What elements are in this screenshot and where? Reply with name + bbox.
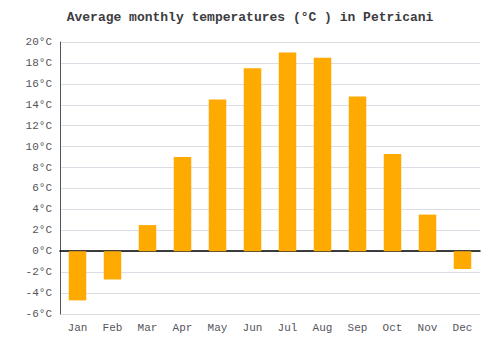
svg-text:-2°C: -2°C (26, 266, 53, 278)
svg-text:Average monthly temperatures (: Average monthly temperatures (°C ) in Pe… (67, 10, 434, 25)
svg-text:-6°C: -6°C (26, 308, 53, 320)
svg-text:8°C: 8°C (32, 162, 52, 174)
svg-text:Sep: Sep (348, 322, 368, 334)
svg-text:2°C: 2°C (32, 224, 52, 236)
svg-text:Feb: Feb (103, 322, 123, 334)
svg-text:Jan: Jan (68, 322, 88, 334)
svg-text:16°C: 16°C (26, 78, 53, 90)
svg-text:4°C: 4°C (32, 203, 52, 215)
svg-text:12°C: 12°C (26, 120, 53, 132)
svg-text:10°C: 10°C (26, 141, 53, 153)
svg-text:6°C: 6°C (32, 182, 52, 194)
svg-text:18°C: 18°C (26, 57, 53, 69)
svg-text:Aug: Aug (313, 322, 333, 334)
svg-text:Dec: Dec (453, 322, 473, 334)
svg-text:20°C: 20°C (26, 36, 53, 48)
svg-text:Apr: Apr (173, 322, 193, 334)
svg-text:Jul: Jul (278, 322, 298, 334)
svg-text:-4°C: -4°C (26, 287, 53, 299)
svg-text:0°C: 0°C (32, 245, 52, 257)
svg-text:Jun: Jun (243, 322, 263, 334)
svg-text:Nov: Nov (418, 322, 438, 334)
svg-text:Oct: Oct (383, 322, 403, 334)
svg-text:14°C: 14°C (26, 99, 53, 111)
svg-text:May: May (208, 322, 228, 334)
svg-text:Mar: Mar (138, 322, 158, 334)
